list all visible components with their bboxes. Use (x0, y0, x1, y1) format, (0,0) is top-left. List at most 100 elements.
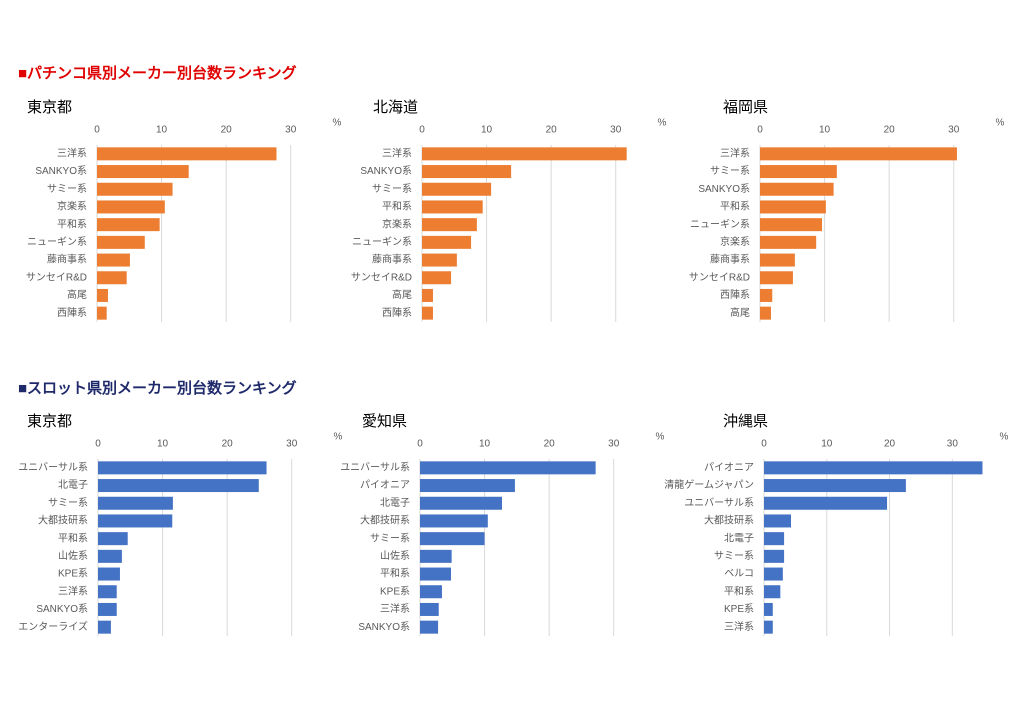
category-label: パイオニア (360, 479, 410, 491)
bar (98, 620, 111, 634)
x-tick-label: 0 (94, 125, 100, 136)
chart-title: 北海道 (373, 99, 418, 116)
x-tick-label: 20 (884, 439, 896, 450)
category-label: サンセイR&D (351, 271, 412, 283)
category-label: サミー系 (714, 550, 754, 562)
bar (422, 271, 452, 285)
category-label: 北電子 (724, 532, 754, 544)
x-tick-label: 30 (286, 439, 298, 450)
category-label: ニューギン系 (690, 218, 750, 230)
category-label: 高尾 (730, 306, 750, 319)
category-label: 平和系 (380, 568, 410, 580)
bar (97, 165, 189, 179)
x-tick-label: 20 (546, 125, 558, 136)
category-label: 山佐系 (58, 550, 88, 562)
bar (764, 585, 781, 599)
bar (764, 532, 785, 546)
bar (98, 567, 120, 581)
category-label: 平和系 (58, 532, 88, 544)
x-tick-label: 30 (948, 125, 960, 136)
bar (98, 549, 122, 563)
bar (422, 306, 433, 320)
x-tick-label: 20 (221, 125, 233, 136)
bar (97, 288, 108, 302)
x-tick-label: 30 (947, 439, 959, 450)
bar (760, 182, 834, 196)
category-label: パイオニア (704, 461, 754, 473)
bar (98, 461, 267, 475)
bar (764, 479, 906, 493)
bar (760, 200, 826, 214)
category-label: 三洋系 (58, 584, 88, 597)
axis-unit: % (333, 118, 342, 129)
category-label: 山佐系 (380, 550, 410, 562)
bar (420, 549, 452, 563)
category-label: KPE系 (724, 603, 754, 615)
bar (420, 514, 488, 528)
bar (764, 567, 783, 581)
axis-unit: % (334, 432, 343, 443)
category-label: 三洋系 (382, 146, 412, 159)
bar (98, 602, 117, 616)
bar (760, 147, 957, 161)
bar (97, 147, 277, 161)
bar (422, 147, 627, 161)
axis-unit: % (656, 432, 665, 443)
chart-title: 東京都 (27, 99, 72, 116)
category-label: 大都技研系 (38, 514, 88, 527)
axis-unit: % (658, 118, 667, 129)
bar (420, 567, 451, 581)
category-label: 西陣系 (57, 306, 87, 319)
category-label: 平和系 (382, 201, 412, 213)
category-label: 高尾 (67, 288, 87, 301)
x-tick-label: 30 (610, 125, 622, 136)
chart-title: 沖縄県 (723, 413, 768, 430)
category-label: KPE系 (380, 585, 410, 597)
category-label: 平和系 (720, 201, 750, 213)
bar (764, 496, 888, 510)
category-label: KPE系 (58, 568, 88, 580)
bar (422, 182, 492, 196)
category-label: SANKYO系 (698, 183, 750, 195)
category-label: SANKYO系 (36, 603, 88, 615)
x-tick-label: 10 (479, 439, 491, 450)
category-label: SANKYO系 (35, 165, 87, 177)
category-label: 藤商事系 (372, 253, 412, 266)
category-label: 三洋系 (720, 146, 750, 159)
category-label: 西陣系 (720, 288, 750, 301)
x-tick-label: 10 (821, 439, 833, 450)
category-label: 大都技研系 (704, 514, 754, 527)
x-tick-label: 0 (417, 439, 423, 450)
x-tick-label: 0 (419, 125, 425, 136)
bar (764, 602, 773, 616)
bar (422, 288, 433, 302)
category-label: サミー系 (710, 165, 750, 177)
category-label: ニューギン系 (27, 236, 87, 248)
bar (760, 235, 817, 249)
x-tick-label: 20 (222, 439, 234, 450)
bar (97, 306, 107, 320)
category-label: 高尾 (392, 288, 412, 301)
bar (422, 165, 512, 179)
category-label: エンターライズ (18, 620, 88, 633)
bar (422, 218, 477, 232)
category-label: サミー系 (372, 183, 412, 195)
axis-unit: % (996, 118, 1005, 129)
category-label: サミー系 (370, 532, 410, 544)
x-tick-label: 20 (544, 439, 556, 450)
bar (422, 235, 472, 249)
category-label: 藤商事系 (47, 253, 87, 266)
bar (760, 165, 837, 179)
category-label: 大都技研系 (360, 514, 410, 527)
bar (97, 182, 173, 196)
bar (420, 585, 442, 599)
bar (760, 288, 773, 302)
bar (98, 585, 117, 599)
x-tick-label: 10 (157, 439, 169, 450)
bar (97, 235, 145, 249)
bar (97, 200, 165, 214)
bar (760, 218, 822, 232)
bar (422, 253, 457, 267)
bar (764, 620, 773, 634)
